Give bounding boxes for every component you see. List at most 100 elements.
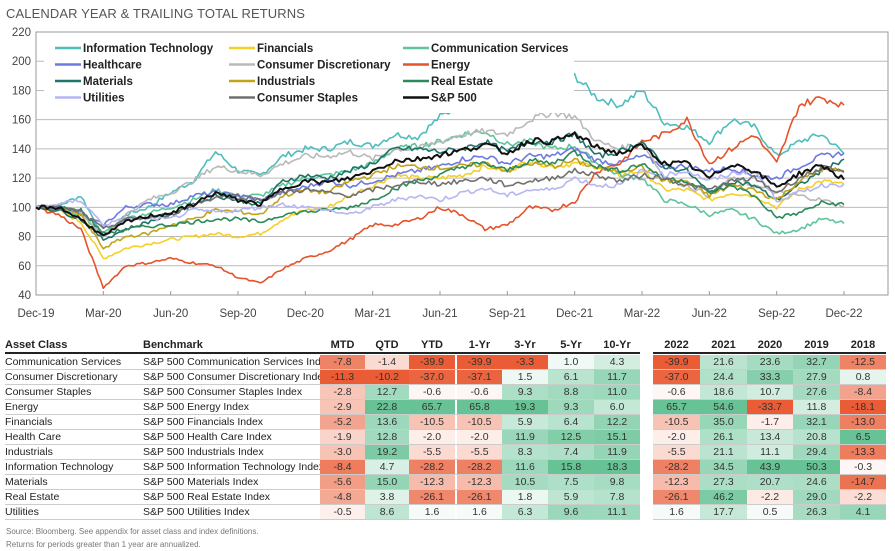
return-cell: -1.4 xyxy=(365,355,409,369)
benchmark-label: S&P 500 Real Estate Index xyxy=(143,491,271,503)
row-divider xyxy=(5,459,640,460)
y-tick-label: 60 xyxy=(18,261,31,273)
return-cell: -12.3 xyxy=(409,475,455,489)
return-cell: 34.5 xyxy=(700,460,747,474)
return-cell: -1.9 xyxy=(320,430,365,444)
return-cell: -5.5 xyxy=(409,445,455,459)
return-cell: -2.2 xyxy=(840,490,886,504)
return-cell: -5.5 xyxy=(653,445,700,459)
return-cell: 54.6 xyxy=(700,400,747,414)
return-cell: -10.2 xyxy=(365,370,409,384)
return-cell: -14.7 xyxy=(840,475,886,489)
row-divider xyxy=(5,384,640,385)
row-divider xyxy=(653,414,886,415)
column-header: YTD xyxy=(421,339,443,351)
return-cell: 26.1 xyxy=(700,430,747,444)
return-cell: 29.4 xyxy=(793,445,840,459)
benchmark-label: S&P 500 Consumer Staples Index xyxy=(143,386,303,398)
return-cell: -28.2 xyxy=(653,460,700,474)
legend-label: Healthcare xyxy=(83,60,142,72)
column-header: 2019 xyxy=(804,339,829,351)
y-tick-label: 200 xyxy=(12,56,31,68)
return-cell: -10.5 xyxy=(653,415,700,429)
return-cell: 20.7 xyxy=(747,475,793,489)
return-cell: 23.6 xyxy=(747,355,793,369)
row-divider xyxy=(5,489,640,490)
asset-class-label: Financials xyxy=(5,416,53,428)
return-cell: 43.9 xyxy=(747,460,793,474)
asset-class-label: Materials xyxy=(5,476,48,488)
return-cell: -33.7 xyxy=(747,400,793,414)
return-cell: 13.4 xyxy=(747,430,793,444)
benchmark-label: S&P 500 Consumer Discretionary Index xyxy=(143,371,329,383)
header-rule xyxy=(5,352,640,354)
legend-label: S&P 500 xyxy=(431,93,477,105)
column-header: 2018 xyxy=(850,339,876,351)
y-tick-label: 80 xyxy=(18,232,31,244)
series-line-energy xyxy=(35,96,845,290)
asset-class-label: Communication Services xyxy=(5,356,122,368)
return-cell: -0.6 xyxy=(409,385,455,399)
return-cell: 1.6 xyxy=(457,505,502,519)
return-cell: 7.4 xyxy=(548,445,594,459)
return-cell: -0.6 xyxy=(653,385,700,399)
return-cell: 11.0 xyxy=(594,385,640,399)
return-cell: -3.0 xyxy=(320,445,365,459)
asset-class-label: Consumer Staples xyxy=(5,386,92,398)
return-cell: 22.8 xyxy=(365,400,409,414)
y-tick-label: 100 xyxy=(12,202,31,214)
return-cell: 4.3 xyxy=(594,355,640,369)
return-cell: 18.3 xyxy=(594,460,640,474)
x-tick-label: Mar-21 xyxy=(354,308,390,320)
row-divider xyxy=(653,399,886,400)
return-cell: 15.1 xyxy=(594,430,640,444)
return-cell: 9.8 xyxy=(594,475,640,489)
row-divider xyxy=(653,384,886,385)
row-divider xyxy=(653,519,886,520)
return-cell: 29.0 xyxy=(793,490,840,504)
return-cell: 32.7 xyxy=(793,355,840,369)
asset-class-label: Information Technology xyxy=(5,461,114,473)
return-cell: -26.1 xyxy=(409,490,455,504)
return-cell: 0.8 xyxy=(840,370,886,384)
return-cell: -0.3 xyxy=(840,460,886,474)
return-cell: 9.3 xyxy=(502,385,548,399)
series-line-utilities xyxy=(35,168,845,227)
asset-class-label: Energy xyxy=(5,401,39,413)
return-cell: 1.5 xyxy=(502,370,548,384)
return-cell: 6.5 xyxy=(840,430,886,444)
return-cell: -12.5 xyxy=(840,355,886,369)
return-cell: 12.7 xyxy=(365,385,409,399)
return-cell: 1.6 xyxy=(409,505,455,519)
return-cell: -3.3 xyxy=(502,355,548,369)
legend-label: Utilities xyxy=(83,93,125,105)
return-cell: -39.9 xyxy=(653,355,700,369)
return-cell: -2.9 xyxy=(320,400,365,414)
return-cell: 15.8 xyxy=(548,460,594,474)
x-tick-label: Dec-21 xyxy=(556,308,593,320)
return-cell: 12.8 xyxy=(365,430,409,444)
return-cell: -13.3 xyxy=(840,445,886,459)
x-tick-label: Sep-20 xyxy=(219,308,256,320)
legend-label: Information Technology xyxy=(83,43,214,55)
benchmark-label: S&P 500 Industrials Index xyxy=(143,446,264,458)
return-cell: 32.1 xyxy=(793,415,840,429)
column-header: QTD xyxy=(375,339,399,351)
return-cell: -39.9 xyxy=(457,355,502,369)
return-cell: 6.3 xyxy=(502,505,548,519)
return-cell: 27.6 xyxy=(793,385,840,399)
y-tick-label: 160 xyxy=(12,115,31,127)
header-rule xyxy=(653,352,886,354)
return-cell: 12.2 xyxy=(594,415,640,429)
return-cell: 7.8 xyxy=(594,490,640,504)
series-line-healthcare xyxy=(35,146,845,228)
asset-class-label: Consumer Discretionary xyxy=(5,371,118,383)
benchmark-label: S&P 500 Financials Index xyxy=(143,416,264,428)
return-cell: 1.8 xyxy=(502,490,548,504)
return-cell: 11.9 xyxy=(594,445,640,459)
legend-label: Communication Services xyxy=(431,43,568,55)
return-cell: 9.3 xyxy=(548,400,594,414)
return-cell: 6.1 xyxy=(548,370,594,384)
return-cell: 65.8 xyxy=(457,400,502,414)
row-divider xyxy=(5,504,640,505)
